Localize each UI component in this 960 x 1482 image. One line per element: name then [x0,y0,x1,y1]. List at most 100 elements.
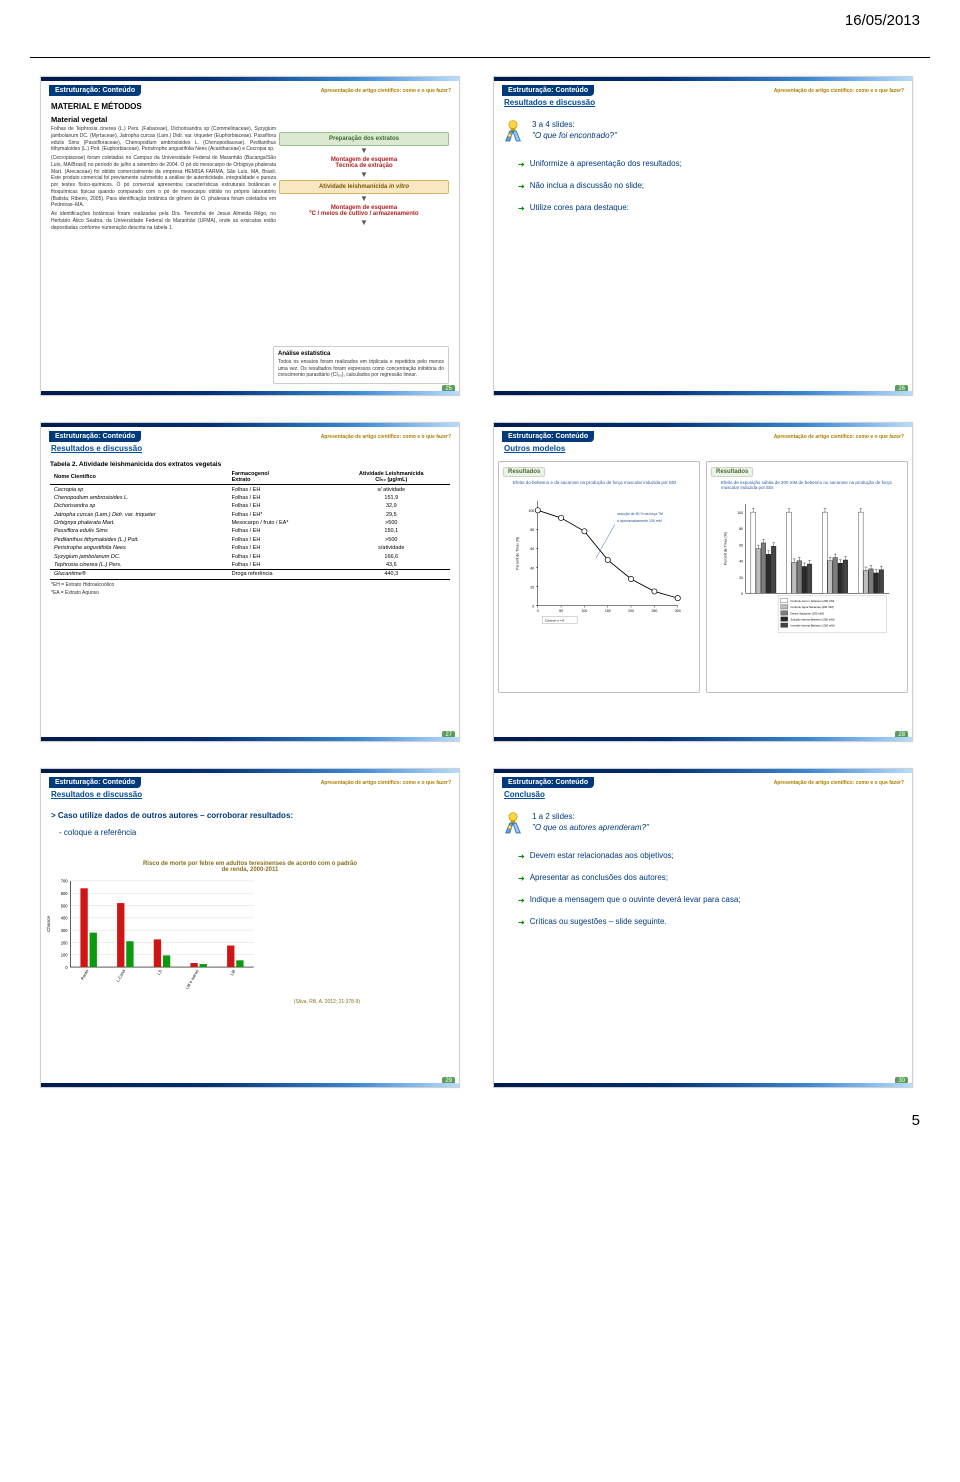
svg-text:20: 20 [530,585,534,589]
paragraph: (Cecropiaceae) foram coletadas no Campus… [51,155,276,209]
statement: > Caso utilize dados de outros autores –… [41,803,459,822]
table-row: Cecropia spFolhas / EHs/ atividade [50,485,450,494]
bullet-text: Uniformize a apresentação dos resultados… [530,159,682,168]
idea-line: 1 a 2 slides: [532,811,649,822]
svg-text:é aproximadamente 125 mM: é aproximadamente 125 mM [617,519,662,523]
idea-quote: "O que os autores aprenderam?" [532,822,649,833]
svg-text:40: 40 [530,566,534,570]
svg-text:250: 250 [651,609,657,613]
arrow-icon: ➜ [518,160,525,169]
table-row: Peristrophe angustifolia NeesFolhas / EH… [50,544,450,552]
slide-badge: Estruturação: Conteúdo [49,431,141,442]
table-row: Chenopodium ambrosioides L.Folhas / EH15… [50,494,450,502]
slide-grid: Estruturação: Conteúdo Apresentação de a… [0,76,960,1088]
table-cell: >500 [333,519,450,527]
paragraph: As identificações botânicas foram realiz… [51,211,276,231]
table-cell: 29,5 [333,511,450,519]
svg-text:redução de 50 % da força TM: redução de 50 % da força TM [617,512,663,516]
svg-text:Pardo: Pardo [80,968,90,981]
bullet-list: ➜ Uniformize a apresentação dos resultado… [494,155,912,213]
svg-text:Percent de Tmax (%): Percent de Tmax (%) [724,532,728,565]
flow-column: Preparação dos extratos ▼ Montagem de es… [277,132,451,225]
flow-sub: Montagem de esquemaºC / meios de cultivo… [289,204,439,218]
svg-text:200: 200 [628,609,634,613]
svg-text:0: 0 [65,965,68,970]
bullet-list: ➜ Devem estar relacionadas aos objetivos;… [494,847,912,927]
svg-text:60: 60 [530,547,534,551]
svg-text:LS: LS [156,969,163,976]
slide-meta: Apresentação de artigo científico: como … [774,88,904,94]
svg-text:50: 50 [559,609,563,613]
table-row: Orbignya phalerata Mart.Mesocarpo / frut… [50,519,450,527]
col-header: Nome Científico [50,470,228,485]
slide-badge: Estruturação: Conteúdo [502,777,594,788]
svg-text:LM: LM [229,968,236,976]
table-cell: Folhas / EH [228,485,333,494]
table-cell: Folhas / EH [228,494,333,502]
svg-text:Danos Sacarose (200 mM): Danos Sacarose (200 mM) [790,611,823,615]
table-cell: Folhas / EH [228,536,333,544]
table-cell: Folhas / EH [228,527,333,535]
table-cell: Tephrosia cinerea (L.) Pers. [50,561,228,570]
divider [30,57,930,58]
table-cell: 32,9 [333,502,450,510]
bullet-text: Utilize cores para destaque: [530,203,629,212]
stat-text: Todos os ensaios foram realizados em tri… [278,359,444,379]
slide-subtitle: Resultados e discussão [41,790,459,803]
section-heading: MATERIAL E MÉTODOS [51,102,276,111]
svg-text:300: 300 [61,928,69,933]
svg-text:Controle osmo / bebesno (200 m: Controle osmo / bebesno (200 mM) [790,599,834,603]
svg-text:500: 500 [61,903,69,908]
svg-text:20: 20 [739,576,743,580]
table-cell: Mesocarpo / fruto / EA* [228,519,333,527]
chart-reference: (Silva, RB, A. 2012; 21:378-9) [140,999,360,1005]
svg-text:200: 200 [61,940,69,945]
svg-text:60: 60 [739,543,743,547]
table-cell: Syzygium jambolanum DC. [50,552,228,560]
table-cell: s/atividade [333,544,450,552]
table-cell: Folhas / EH [228,561,333,570]
idea-row: 3 a 4 slides: "O que foi encontrado?" [494,111,912,155]
slide-25: Estruturação: Conteúdo Apresentação de a… [40,76,460,396]
svg-text:Chance: Chance [46,916,51,932]
svg-text:300: 300 [675,609,681,613]
slide-badge: Estruturação: Conteúdo [49,85,141,96]
chart-title: Risco de morte por febre em adultos tere… [140,861,360,873]
table-cell: s/ atividade [333,485,450,494]
footnote: *EA = Extrato Aquoso [51,590,459,596]
bar-chart: 020406080100Percent de Tmax (%)Controle … [711,497,903,637]
slide-badge: Estruturação: Conteúdo [502,85,594,96]
svg-text:400: 400 [61,916,69,921]
table-cell: 166,6 [333,552,450,560]
table-row: Pedilanthus tithymaloides (L.) Poit.Folh… [50,536,450,544]
lightbulb-icon [500,811,526,837]
table-cell: Glucantime® [50,570,228,579]
panel-badge: Resultados [711,467,753,477]
svg-text:0: 0 [532,605,534,609]
line-chart: 020406080100050100150200250300redução de… [503,492,695,632]
flow-sub: Montagem de esquemaTécnica de extração [289,156,439,170]
slide-badge: Estruturação: Conteúdo [49,777,141,788]
col-header: Farmacogeno/ Extrato [228,470,333,485]
down-arrow-icon: ▼ [360,149,368,153]
table-caption: Tabela 2. Atividade leishmanicida dos ex… [50,461,450,470]
idea-row: 1 a 2 slides: "O que os autores aprender… [494,803,912,847]
table-cell: Droga referência [228,570,333,579]
svg-text:700: 700 [61,879,69,884]
slide-badge: Estruturação: Conteúdo [502,431,594,442]
idea-line: 3 a 4 slides: [532,119,617,130]
table-cell: Jatropha curcas (Lam.) Didr. var. trique… [50,511,228,519]
arrow-icon: ➜ [518,852,525,861]
svg-text:100: 100 [581,609,587,613]
bullet-text: Indique a mensagem que o ouvinte deverá … [530,895,741,904]
down-arrow-icon: ▼ [360,197,368,201]
table-cell: Orbignya phalerata Mart. [50,519,228,527]
bullet-text: Devem estar relacionadas aos objetivos; [530,851,674,860]
svg-text:100: 100 [737,511,743,515]
slide-subtitle: Resultados e discussão [494,98,912,111]
stat-box: Análise estatística Todos os ensaios for… [273,346,449,384]
bullet-text: Apresentar as conclusões dos autores; [530,873,668,882]
slide-30: Estruturação: Conteúdo Apresentação de a… [493,768,913,1088]
svg-text:100: 100 [61,953,69,958]
bullet-text: Não inclua a discussão no slide; [530,181,644,190]
